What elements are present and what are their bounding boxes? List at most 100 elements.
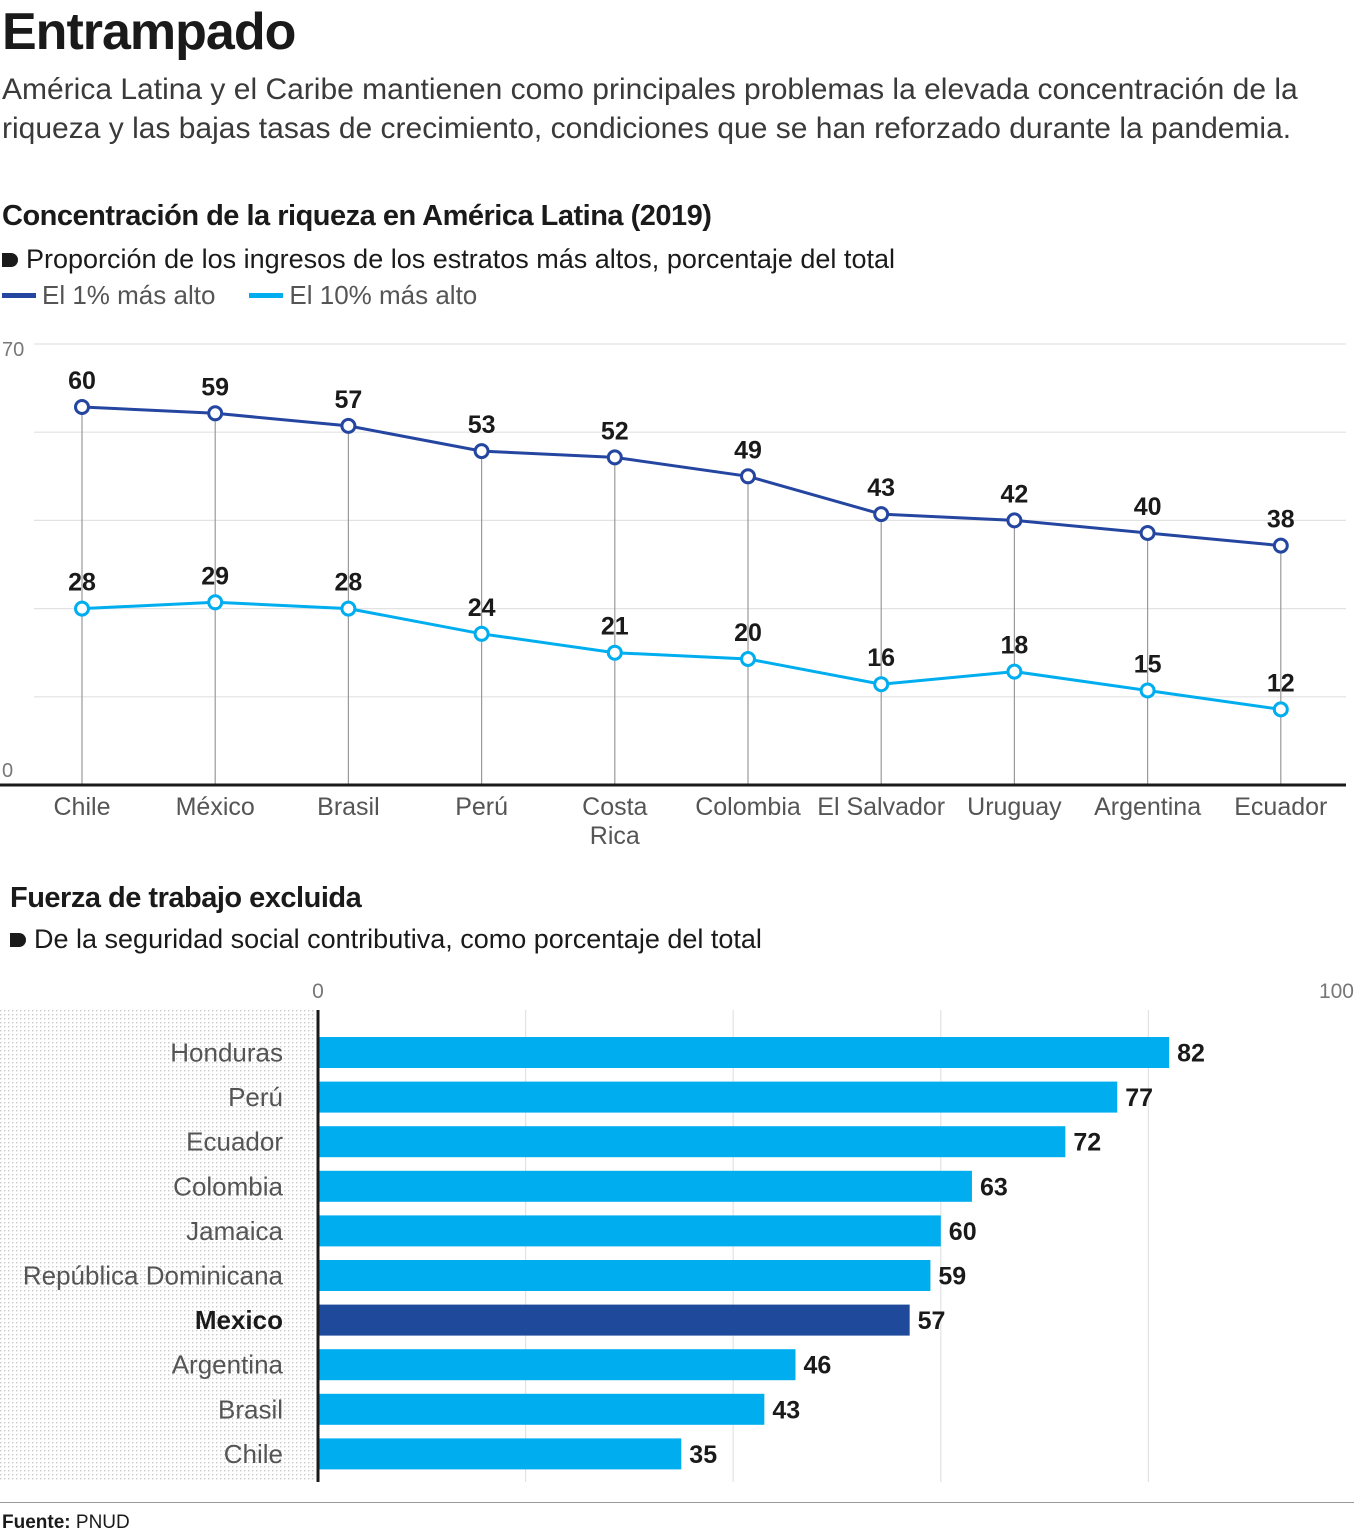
- bar-value-label: 82: [1177, 1040, 1205, 1068]
- y-tick-label: 0: [2, 760, 13, 782]
- bar-category-label: Colombia: [173, 1171, 283, 1201]
- data-point: [473, 625, 490, 642]
- page-title: Entrampado: [2, 3, 296, 61]
- bar-category-label: Honduras: [170, 1038, 283, 1068]
- data-point: [473, 443, 490, 460]
- data-label: 49: [734, 436, 762, 464]
- bar: [318, 1260, 931, 1291]
- data-point: [873, 506, 890, 523]
- series-line-1pct: [81, 405, 1281, 548]
- data-label: 38: [1267, 506, 1295, 534]
- bottom-rule: [0, 1502, 1354, 1503]
- bar: [318, 1304, 910, 1336]
- x-tick-label: Argentina: [1094, 793, 1201, 821]
- bar: [318, 1349, 796, 1381]
- intro-text: América Latina y el Caribe mantienen com…: [2, 73, 1298, 145]
- source-value: PNUD: [75, 1512, 130, 1533]
- x-tick-label: Costa: [582, 793, 647, 821]
- bar: [318, 1393, 765, 1425]
- data-point: [207, 594, 224, 611]
- bar: [318, 1438, 682, 1470]
- data-point: [740, 651, 756, 667]
- bar-category-label: Jamaica: [186, 1216, 283, 1246]
- chart2-subtitle: De la seguridad social contributiva, com…: [10, 924, 762, 955]
- data-label: 28: [334, 569, 362, 597]
- data-point: [606, 449, 623, 466]
- bar-value-label: 77: [1125, 1084, 1153, 1112]
- x-tick-label: Perú: [455, 793, 508, 821]
- data-point: [1272, 537, 1289, 554]
- legend-label-10pct: El 10% más alto: [289, 280, 478, 310]
- bar-category-label: República Dominicana: [23, 1261, 284, 1291]
- bar-value-label: 46: [803, 1352, 831, 1380]
- x-tick-label: 0: [312, 980, 324, 1003]
- data-point: [207, 405, 224, 422]
- data-label: 24: [468, 594, 496, 622]
- bar: [318, 1081, 1118, 1113]
- legend-swatch-1pct: [2, 293, 36, 298]
- chart2-heading: Fuerza de trabajo excluida: [10, 882, 362, 914]
- chart1-subtitle-text: Proporción de los ingresos de los estrat…: [26, 244, 895, 274]
- source-note: Fuente: PNUD: [2, 1512, 130, 1534]
- bar-category-label: Perú: [228, 1082, 283, 1112]
- legend-item-10pct: El 10% más alto: [249, 280, 477, 311]
- data-label: 59: [201, 373, 229, 401]
- data-label: 21: [601, 613, 629, 641]
- data-point: [1139, 682, 1156, 699]
- data-point: [1006, 663, 1023, 680]
- x-tick-label: Brasil: [317, 793, 380, 821]
- data-label: 29: [201, 562, 229, 590]
- data-label: 57: [334, 386, 362, 414]
- bar-category-label: Mexico: [195, 1305, 283, 1335]
- bar-value-label: 59: [938, 1263, 966, 1291]
- legend-item-1pct: El 1% más alto: [2, 280, 215, 311]
- bar-category-label: Brasil: [218, 1394, 283, 1424]
- bar-category-label: Chile: [224, 1439, 283, 1469]
- data-point: [74, 600, 90, 617]
- x-tick-label: Chile: [54, 793, 111, 821]
- bar-value-label: 57: [918, 1307, 946, 1335]
- series-line-10pct: [81, 600, 1282, 711]
- bar-category-label: Argentina: [172, 1350, 284, 1380]
- x-tick-label: 100: [1319, 980, 1354, 1003]
- data-label: 40: [1134, 493, 1162, 521]
- data-point: [740, 468, 756, 485]
- x-tick-label: Uruguay: [967, 793, 1062, 821]
- bar: [318, 1037, 1170, 1068]
- x-tick-label: México: [176, 793, 255, 821]
- bar-category-label: Ecuador: [186, 1127, 283, 1157]
- data-label: 52: [601, 417, 629, 445]
- chart1-subtitle: Proporción de los ingresos de los estrat…: [2, 244, 895, 275]
- data-label: 43: [867, 474, 895, 502]
- chart1-legend: El 1% más alto El 10% más alto: [2, 280, 511, 311]
- data-label: 20: [734, 619, 762, 647]
- bar-value-label: 43: [772, 1396, 800, 1424]
- data-point: [1272, 701, 1289, 718]
- x-tick-label: Colombia: [695, 793, 801, 821]
- data-point: [1139, 525, 1156, 541]
- data-label: 28: [68, 569, 96, 597]
- legend-label-1pct: El 1% más alto: [42, 280, 216, 310]
- data-point: [340, 417, 357, 434]
- bar: [318, 1215, 941, 1247]
- x-tick-label: El Salvador: [817, 793, 945, 821]
- data-label: 15: [1134, 651, 1162, 679]
- label-panel: [0, 1010, 314, 1482]
- data-point: [340, 600, 357, 617]
- data-point: [873, 676, 890, 693]
- chart2-subtitle-text: De la seguridad social contributiva, com…: [34, 924, 762, 954]
- data-label: 12: [1267, 669, 1295, 697]
- legend-swatch-10pct: [249, 293, 284, 298]
- data-point: [74, 399, 90, 415]
- y-tick-label: 70: [2, 339, 24, 361]
- bar-value-label: 72: [1073, 1129, 1101, 1157]
- line-chart: 70 0 60 59 57 53 52 49 43 42 40 38 28 29 28 24 21 20 16 18 1…: [0, 339, 1346, 850]
- x-tick-label: Rica: [590, 822, 640, 850]
- bar-value-label: 35: [689, 1441, 717, 1469]
- data-label: 16: [867, 644, 895, 672]
- data-label: 18: [1000, 632, 1028, 660]
- bullet-icon: [2, 252, 18, 267]
- data-label: 60: [68, 367, 96, 395]
- chart1-heading: Concentración de la riqueza en América L…: [2, 200, 712, 232]
- bar-value-label: 60: [949, 1218, 977, 1246]
